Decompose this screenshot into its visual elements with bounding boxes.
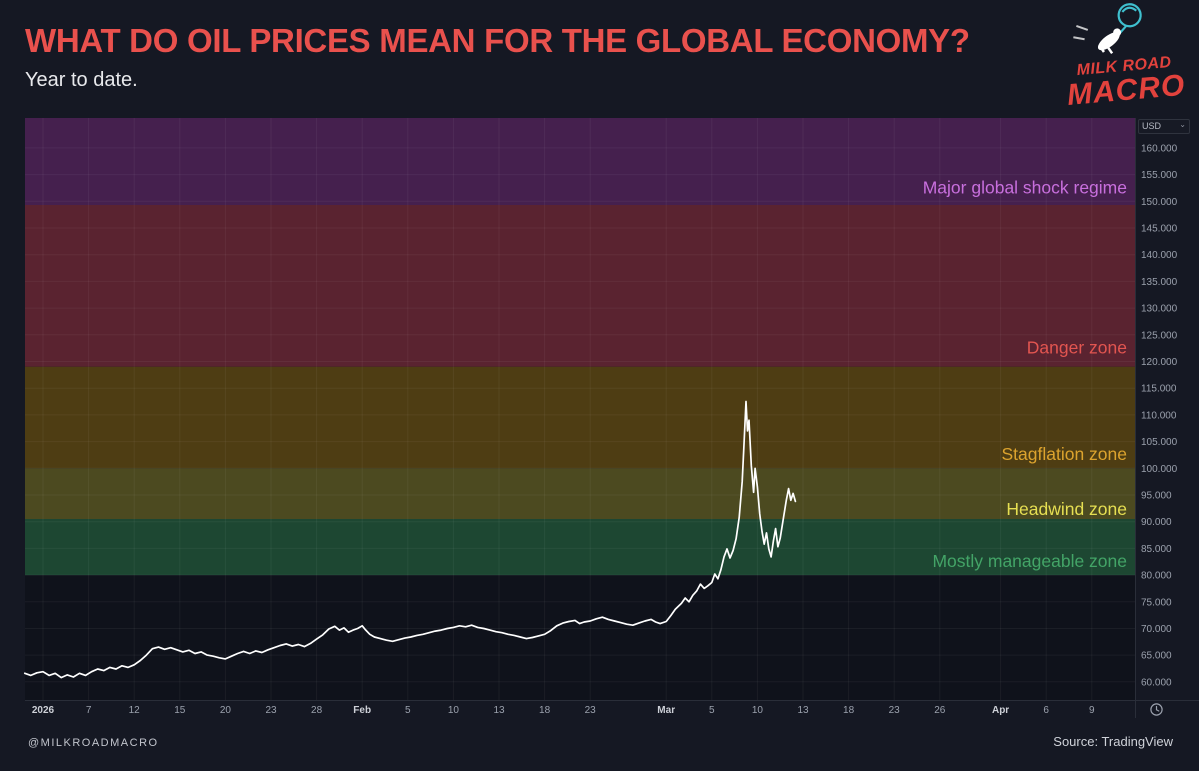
x-axis-tick-label[interactable]: 10: [448, 705, 460, 716]
x-axis-tick-label[interactable]: 9: [1089, 705, 1095, 716]
zone-band: [25, 205, 1135, 367]
balloon-cow-illustration: [1073, 3, 1142, 55]
y-axis-tick-label[interactable]: 145.000: [1141, 224, 1178, 235]
x-axis-tick-label[interactable]: 15: [174, 705, 186, 716]
y-axis-tick-label[interactable]: 80.000: [1141, 571, 1172, 582]
y-axis-tick-label[interactable]: 110.000: [1141, 410, 1177, 421]
y-axis-tick-label[interactable]: 100.000: [1141, 464, 1178, 475]
y-axis-tick-label[interactable]: 160.000: [1141, 143, 1178, 154]
y-axis-tick-label[interactable]: 125.000: [1141, 330, 1178, 341]
zone-band: [25, 468, 1135, 519]
chevron-down-icon: ⌄: [1179, 120, 1186, 129]
x-axis-tick-label[interactable]: Apr: [992, 705, 1009, 716]
price-line: [23, 400, 797, 679]
x-axis-tick-label[interactable]: Mar: [657, 705, 675, 716]
x-axis-tick-label[interactable]: 12: [129, 705, 141, 716]
x-axis-tick-label[interactable]: 23: [585, 705, 597, 716]
x-axis-tick-label[interactable]: 13: [493, 705, 505, 716]
milk-road-macro-logo: MILK ROAD MACRO: [1053, 0, 1194, 112]
x-axis-tick-label[interactable]: 23: [265, 705, 277, 716]
y-axis-tick-label[interactable]: 90.000: [1141, 517, 1172, 528]
zone-label: Mostly manageable zone: [932, 551, 1127, 571]
x-axis-tick-label[interactable]: Feb: [353, 705, 371, 716]
x-axis-tick-label[interactable]: 18: [843, 705, 855, 716]
y-axis-tick-label[interactable]: 115.000: [1141, 384, 1177, 395]
x-axis-tick-label[interactable]: 23: [889, 705, 901, 716]
footer-source: Source: TradingView: [1053, 734, 1173, 749]
y-axis-tick-label[interactable]: 65.000: [1141, 651, 1172, 662]
y-axis-tick-label[interactable]: 155.000: [1141, 170, 1178, 181]
y-axis-tick-label[interactable]: 75.000: [1141, 597, 1172, 608]
y-axis-tick-label[interactable]: 60.000: [1141, 677, 1172, 688]
zone-label: Danger zone: [1027, 338, 1127, 358]
footer-handle: @MILKROADMACRO: [28, 737, 159, 749]
zone-label: Stagflation zone: [1001, 444, 1127, 464]
zone-label: Headwind zone: [1006, 499, 1127, 519]
zone-band: [25, 366, 1135, 469]
zone-label: Major global shock regime: [923, 177, 1127, 197]
y-axis-tick-label[interactable]: 135.000: [1141, 277, 1178, 288]
currency-dropdown[interactable]: USD ⌄: [1138, 119, 1190, 134]
x-axis-tick-label[interactable]: 6: [1043, 705, 1049, 716]
y-axis-tick-label[interactable]: 105.000: [1141, 437, 1178, 448]
y-axis-tick-label[interactable]: 95.000: [1141, 491, 1172, 502]
x-axis-tick-label[interactable]: 26: [934, 705, 946, 716]
y-axis-tick-label[interactable]: 70.000: [1141, 624, 1172, 635]
y-axis-tick-label[interactable]: 130.000: [1141, 304, 1178, 315]
x-axis-tick-label[interactable]: 2026: [32, 705, 55, 716]
x-axis-tick-label[interactable]: 13: [797, 705, 809, 716]
zone-band: [25, 118, 1135, 205]
clock-icon[interactable]: [1149, 702, 1164, 717]
header: WHAT DO OIL PRICES MEAN FOR THE GLOBAL E…: [25, 22, 970, 92]
x-axis-tick-label[interactable]: 5: [709, 705, 715, 716]
x-axis-tick-label[interactable]: 7: [86, 705, 92, 716]
zone-band: [25, 519, 1135, 576]
x-axis-tick-label[interactable]: 18: [539, 705, 551, 716]
footer: @MILKROADMACRO Source: TradingView: [0, 728, 1199, 771]
currency-label: USD: [1142, 121, 1162, 131]
y-axis-tick-label[interactable]: 120.000: [1141, 357, 1178, 368]
x-axis-tick-label[interactable]: 20: [220, 705, 232, 716]
page-subtitle: Year to date.: [25, 69, 138, 91]
x-axis-tick-label[interactable]: 5: [405, 705, 411, 716]
y-axis-tick-label[interactable]: 85.000: [1141, 544, 1172, 555]
y-axis-tick-label[interactable]: 140.000: [1141, 250, 1178, 261]
x-axis-tick-label[interactable]: 10: [752, 705, 764, 716]
y-axis-tick-label[interactable]: 150.000: [1141, 197, 1178, 208]
page-title: WHAT DO OIL PRICES MEAN FOR THE GLOBAL E…: [25, 22, 970, 59]
x-axis-tick-label[interactable]: 28: [311, 705, 323, 716]
